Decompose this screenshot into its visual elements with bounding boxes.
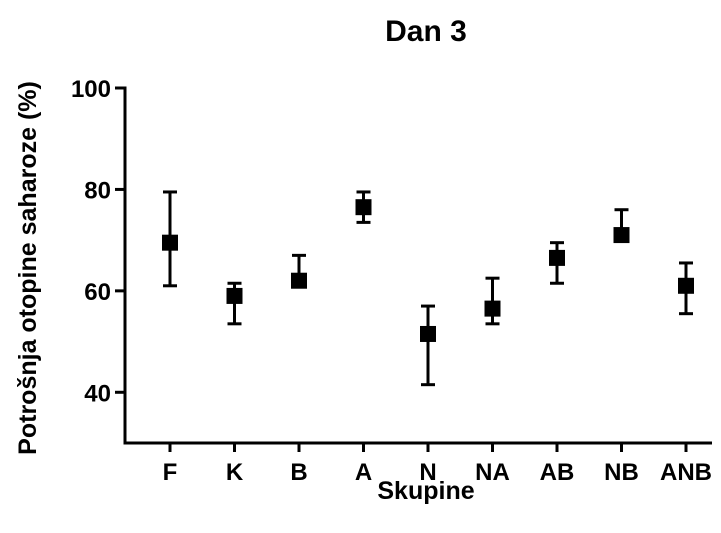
y-tick-label: 60 — [84, 279, 111, 306]
y-tick-label: 80 — [84, 177, 111, 204]
data-point — [226, 287, 243, 304]
y-axis-label: Potrošnja otopine saharoze (%) — [14, 81, 42, 455]
x-tick-label: ANB — [660, 459, 712, 486]
data-point — [420, 325, 436, 342]
x-tick-label: B — [290, 459, 307, 486]
data-point — [484, 300, 501, 317]
y-tick-label: 40 — [84, 380, 111, 407]
x-tick-label: F — [163, 459, 178, 486]
x-tick-label: N — [419, 459, 436, 486]
x-tick-label: K — [226, 459, 244, 486]
y-tick-label: 100 — [71, 76, 111, 103]
data-point — [162, 234, 178, 251]
x-tick-label: A — [355, 459, 372, 486]
data-point — [291, 272, 307, 289]
data-point — [678, 277, 694, 294]
chart-title: Dan 3 — [385, 15, 467, 48]
data-point — [613, 227, 630, 244]
x-tick-label: AB — [540, 459, 575, 486]
x-axis-label: Skupine — [377, 477, 474, 505]
data-point — [549, 249, 565, 266]
plot-area: 40 60 80 100 F K B A N NA AB NB ANB — [71, 76, 712, 486]
x-tick-label: NA — [475, 459, 510, 486]
data-point — [355, 199, 372, 216]
x-tick-label: NB — [604, 459, 639, 486]
